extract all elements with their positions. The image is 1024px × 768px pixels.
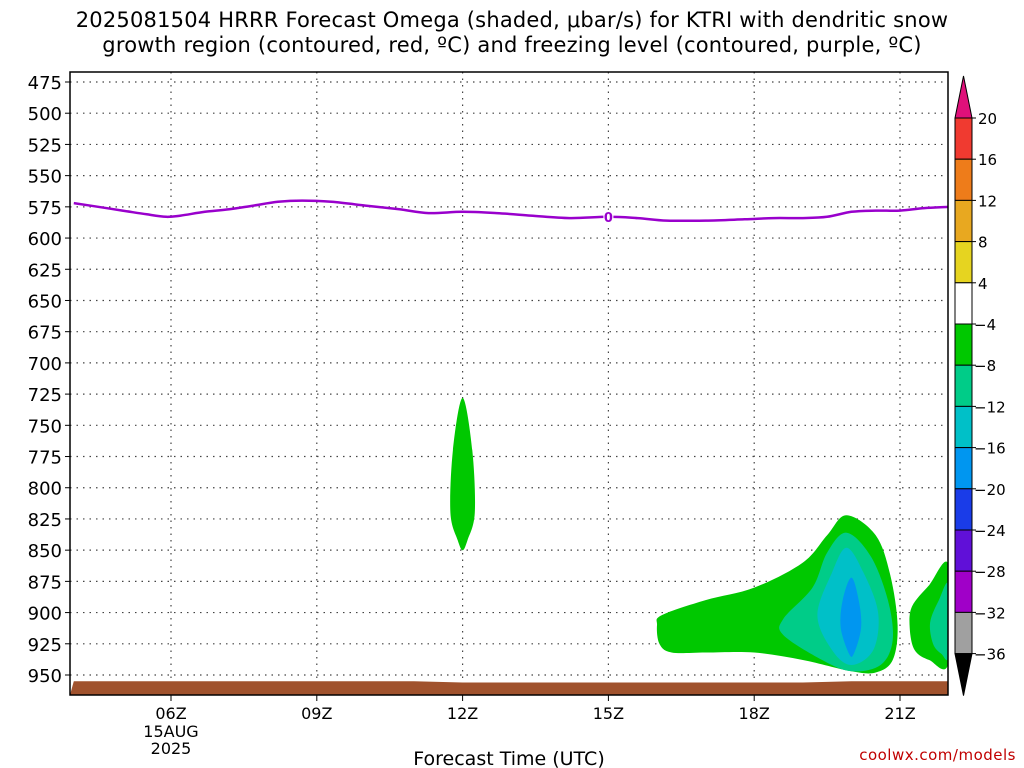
chart-title-line-2: growth region (contoured, red, ºC) and f…	[102, 33, 922, 57]
colorbar-bin	[954, 323, 973, 366]
colorbar-label: −20	[974, 481, 1006, 499]
freezing-level-label-bg	[603, 209, 614, 224]
colorbar-label: −32	[974, 604, 1006, 622]
colorbar-bin	[954, 447, 973, 490]
colorbar-bin	[954, 241, 973, 284]
x-tick-label: 09Z	[301, 704, 332, 723]
colorbar-label: 4	[978, 275, 988, 293]
colorbar-bin	[954, 405, 973, 449]
omega-shade-region	[840, 577, 862, 658]
x-tick-label: 21Z	[884, 704, 915, 723]
y-tick-label: 875	[28, 572, 62, 593]
colorbar: 20 16 12 8 4 −4 −8 −12 −16 −20 −24 −28 −32 −36	[954, 75, 1006, 696]
colorbar-bin	[954, 199, 973, 243]
x-tick-sublabel: 15AUG	[143, 722, 198, 741]
colorbar-label: −28	[974, 563, 1006, 581]
omega-shade-region	[450, 397, 476, 551]
x-axis-label: Forecast Time (UTC)	[413, 748, 604, 768]
colorbar-bin	[954, 117, 973, 160]
y-tick-label: 525	[28, 135, 62, 156]
terrain-fill	[70, 681, 948, 695]
y-tick-label: 500	[28, 104, 62, 125]
colorbar-label: −12	[974, 398, 1006, 416]
colorbar-label: −8	[974, 357, 996, 375]
y-tick-label: 750	[28, 416, 62, 437]
colorbar-label: 12	[978, 192, 997, 210]
colorbar-label: −36	[974, 646, 1006, 664]
y-tick-label: 925	[28, 635, 62, 656]
y-tick-label: 675	[28, 323, 62, 344]
y-tick-label: 950	[28, 666, 62, 687]
y-tick-label: 725	[28, 385, 62, 406]
chart-title: 2025081504 HRRR Forecast Omega (shaded, …	[0, 8, 1024, 58]
chart-title-line-1: 2025081504 HRRR Forecast Omega (shaded, …	[75, 8, 949, 32]
colorbar-label: −4	[974, 316, 996, 334]
y-tick-label: 825	[28, 510, 62, 531]
colorbar-bin	[954, 570, 973, 613]
colorbar-label: 8	[978, 234, 988, 252]
terrain-region	[70, 681, 948, 695]
x-tick-label: 06Z	[155, 704, 186, 723]
colorbar-bin	[954, 282, 973, 325]
colorbar-bin	[954, 158, 973, 201]
y-tick-label: 575	[28, 198, 62, 219]
colorbar-lower-arrow	[954, 653, 973, 696]
freezing-level-label: 0	[604, 211, 613, 226]
colorbar-bin	[954, 488, 973, 531]
omega-shade-region	[929, 582, 948, 661]
y-tick-label: 775	[28, 448, 62, 469]
colorbar-label: −24	[974, 522, 1006, 540]
y-tick-label: 850	[28, 541, 62, 562]
y-tick-label: 475	[28, 73, 62, 94]
x-tick-sublabel: 2025	[151, 739, 192, 758]
y-tick-label: 600	[28, 229, 62, 250]
credit-link[interactable]: coolwx.com/models	[859, 746, 1016, 764]
freezing-level-contour: 0	[73, 199, 948, 226]
y-tick-label: 625	[28, 260, 62, 281]
colorbar-upper-arrow	[954, 75, 973, 119]
colorbar-bin	[954, 611, 973, 655]
omega-shading	[450, 397, 948, 674]
y-tick-label: 900	[28, 604, 62, 625]
x-tick-label: 12Z	[447, 704, 478, 723]
y-tick-label: 550	[28, 167, 62, 188]
x-tick-label: 15Z	[593, 704, 624, 723]
y-axis-ticks: 475 500 525 550 575 600 625 650 675 700 725 750 775 8…	[28, 73, 70, 687]
freezing-level-line	[73, 199, 948, 223]
colorbar-label: −16	[974, 440, 1006, 458]
colorbar-label: 20	[978, 110, 997, 128]
y-tick-label: 700	[28, 354, 62, 375]
colorbar-bin	[954, 529, 973, 572]
plot-frame	[69, 71, 949, 696]
colorbar-label: 16	[978, 151, 997, 169]
y-tick-label: 650	[28, 291, 62, 312]
colorbar-bin	[954, 364, 973, 407]
y-tick-label: 800	[28, 479, 62, 500]
x-tick-label: 18Z	[739, 704, 770, 723]
